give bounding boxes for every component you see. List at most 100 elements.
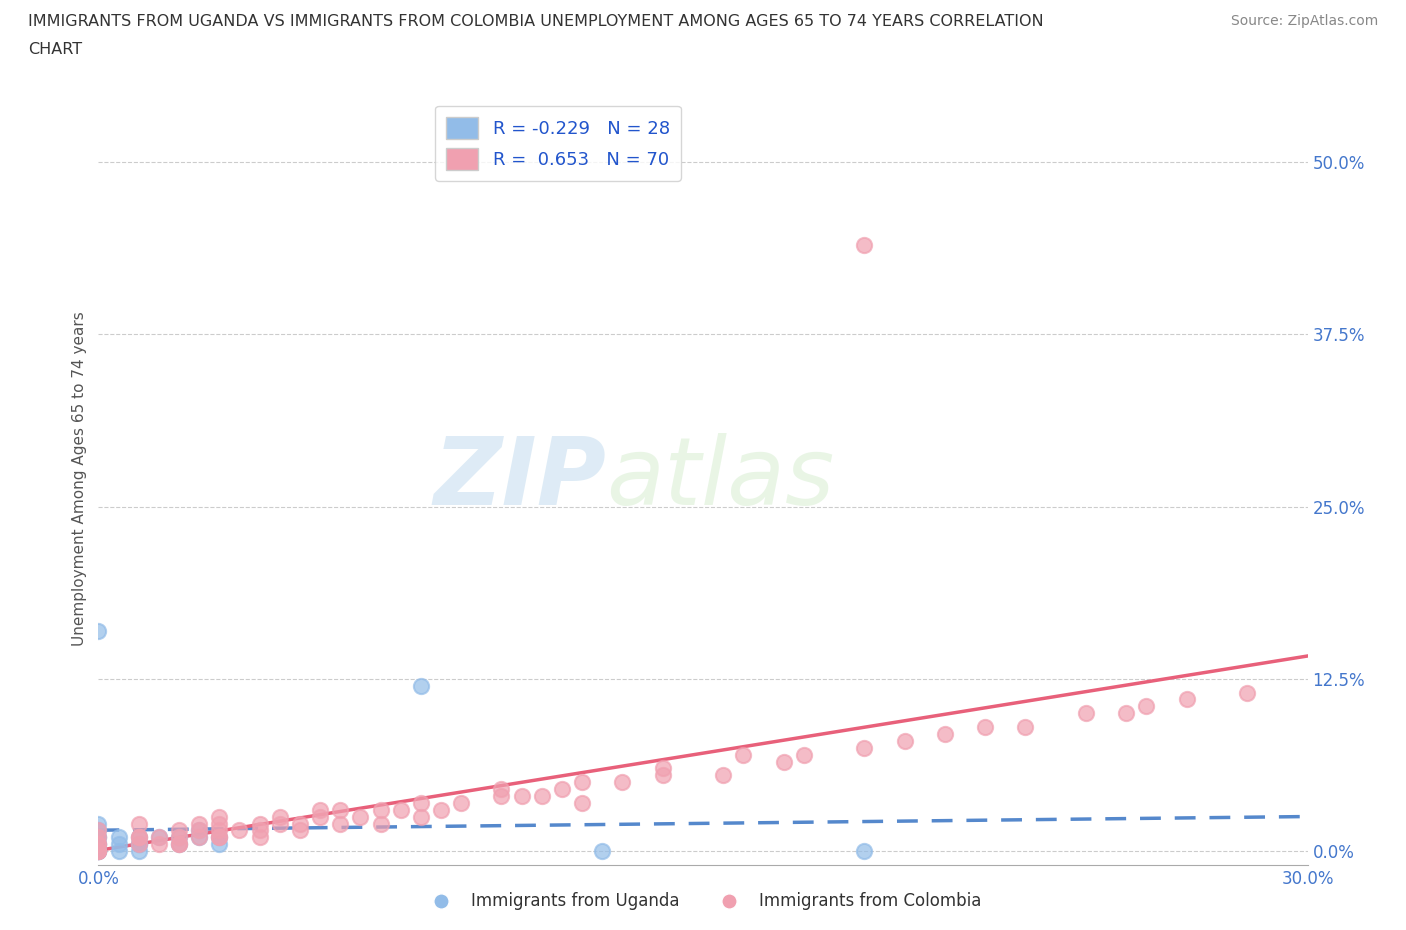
- Legend: R = -0.229   N = 28, R =  0.653   N = 70: R = -0.229 N = 28, R = 0.653 N = 70: [434, 106, 681, 180]
- Point: [87, 844, 110, 858]
- Point: [249, 830, 271, 844]
- Point: [370, 803, 392, 817]
- Point: [1115, 706, 1137, 721]
- Point: [430, 803, 453, 817]
- Point: [1175, 692, 1198, 707]
- Point: [269, 817, 291, 831]
- Point: [87, 817, 110, 831]
- Point: [551, 781, 574, 796]
- Point: [249, 817, 271, 831]
- Point: [107, 844, 129, 858]
- Point: [128, 830, 150, 844]
- Point: [87, 837, 110, 852]
- Point: [409, 678, 432, 693]
- Point: [974, 720, 997, 735]
- Point: [87, 844, 110, 858]
- Point: [329, 817, 352, 831]
- Point: [853, 740, 876, 755]
- Legend: Immigrants from Uganda, Immigrants from Colombia: Immigrants from Uganda, Immigrants from …: [418, 885, 988, 917]
- Point: [934, 726, 956, 741]
- Point: [128, 830, 150, 844]
- Point: [591, 844, 613, 858]
- Point: [711, 768, 734, 783]
- Point: [612, 775, 634, 790]
- Point: [208, 823, 231, 838]
- Text: IMMIGRANTS FROM UGANDA VS IMMIGRANTS FROM COLOMBIA UNEMPLOYMENT AMONG AGES 65 TO: IMMIGRANTS FROM UGANDA VS IMMIGRANTS FRO…: [28, 14, 1043, 29]
- Point: [1135, 699, 1157, 714]
- Point: [249, 823, 271, 838]
- Point: [228, 823, 250, 838]
- Point: [651, 768, 673, 783]
- Point: [87, 837, 110, 852]
- Point: [450, 795, 472, 810]
- Point: [571, 775, 593, 790]
- Point: [491, 781, 513, 796]
- Point: [288, 817, 311, 831]
- Point: [1014, 720, 1036, 735]
- Point: [208, 817, 231, 831]
- Point: [893, 734, 915, 749]
- Point: [409, 809, 432, 824]
- Point: [87, 837, 110, 852]
- Point: [128, 837, 150, 852]
- Point: [309, 803, 332, 817]
- Point: [128, 837, 150, 852]
- Point: [793, 747, 815, 762]
- Point: [288, 823, 311, 838]
- Point: [208, 830, 231, 844]
- Point: [167, 830, 190, 844]
- Point: [208, 830, 231, 844]
- Point: [167, 823, 190, 838]
- Point: [1236, 685, 1258, 700]
- Point: [188, 830, 211, 844]
- Point: [87, 823, 110, 838]
- Point: [510, 789, 533, 804]
- Point: [167, 830, 190, 844]
- Point: [309, 809, 332, 824]
- Point: [349, 809, 371, 824]
- Point: [530, 789, 553, 804]
- Point: [167, 837, 190, 852]
- Point: [1074, 706, 1097, 721]
- Point: [87, 844, 110, 858]
- Point: [167, 837, 190, 852]
- Point: [87, 830, 110, 844]
- Point: [651, 761, 673, 776]
- Point: [208, 837, 231, 852]
- Point: [188, 823, 211, 838]
- Point: [491, 789, 513, 804]
- Point: [107, 830, 129, 844]
- Point: [370, 817, 392, 831]
- Point: [87, 823, 110, 838]
- Point: [188, 817, 211, 831]
- Point: [148, 837, 170, 852]
- Point: [87, 844, 110, 858]
- Point: [389, 803, 412, 817]
- Point: [208, 809, 231, 824]
- Point: [148, 830, 170, 844]
- Text: ZIP: ZIP: [433, 433, 606, 525]
- Point: [208, 830, 231, 844]
- Point: [853, 237, 876, 252]
- Point: [269, 809, 291, 824]
- Text: Source: ZipAtlas.com: Source: ZipAtlas.com: [1230, 14, 1378, 28]
- Text: CHART: CHART: [28, 42, 82, 57]
- Point: [87, 623, 110, 638]
- Point: [87, 844, 110, 858]
- Point: [571, 795, 593, 810]
- Text: atlas: atlas: [606, 433, 835, 525]
- Point: [148, 830, 170, 844]
- Point: [128, 844, 150, 858]
- Point: [329, 803, 352, 817]
- Y-axis label: Unemployment Among Ages 65 to 74 years: Unemployment Among Ages 65 to 74 years: [72, 312, 87, 646]
- Point: [188, 830, 211, 844]
- Point: [87, 830, 110, 844]
- Point: [128, 817, 150, 831]
- Point: [107, 837, 129, 852]
- Point: [128, 830, 150, 844]
- Point: [87, 830, 110, 844]
- Point: [87, 844, 110, 858]
- Point: [853, 844, 876, 858]
- Point: [128, 837, 150, 852]
- Point: [87, 844, 110, 858]
